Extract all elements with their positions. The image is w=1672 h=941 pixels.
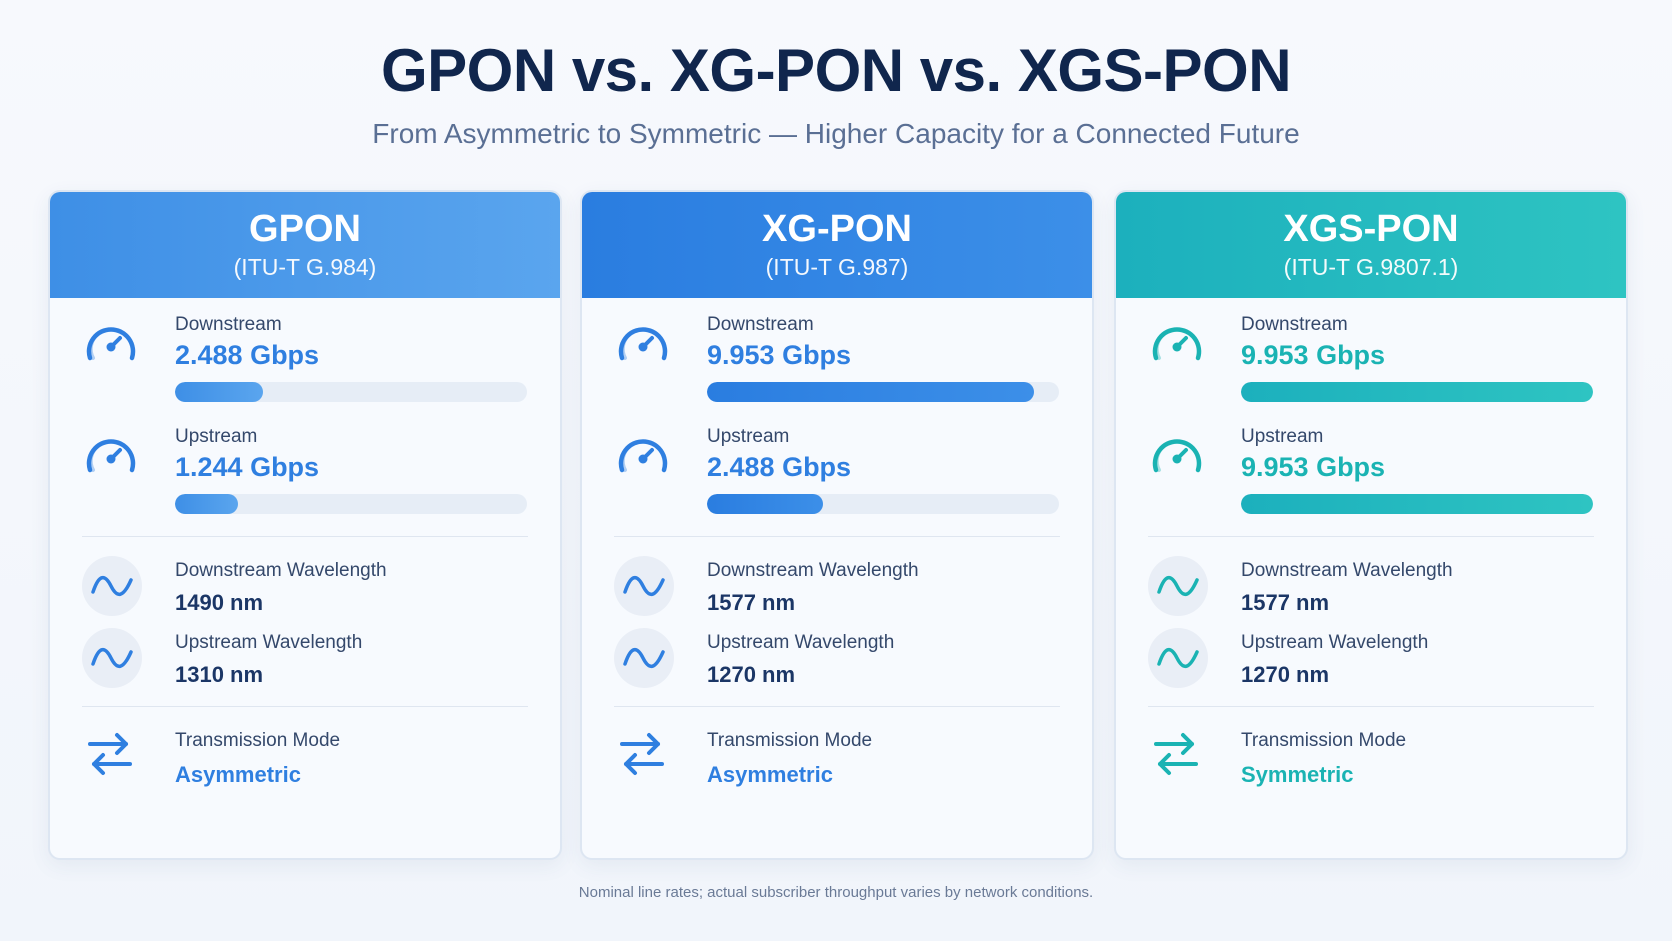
upstream-value: 1.244 Gbps — [175, 452, 320, 482]
transmission-mode-value: Symmetric — [1241, 762, 1354, 787]
card-xgs-pon: XGS-PON (ITU-T G.9807.1) Downstream 9.95… — [1114, 190, 1628, 860]
upstream-wavelength-label: Upstream Wavelength — [1241, 632, 1429, 653]
downstream-bar-fill — [707, 382, 1035, 402]
card-header: XGS-PON (ITU-T G.9807.1) — [1116, 192, 1626, 298]
card-xg-pon: XG-PON (ITU-T G.987) Downstream 9.953 Gb… — [580, 190, 1094, 860]
divider — [82, 536, 528, 537]
upstream-bar — [707, 494, 1059, 514]
page-subtitle: From Asymmetric to Symmetric — Higher Ca… — [372, 118, 1300, 149]
card-standard: (ITU-T G.9807.1) — [1283, 254, 1459, 280]
wave-icon — [82, 556, 142, 616]
arrows-exchange-icon — [1154, 733, 1198, 775]
downstream-wavelength-label: Downstream Wavelength — [707, 560, 919, 581]
downstream-wavelength-value: 1577 nm — [707, 590, 796, 615]
arrows-exchange-icon — [620, 733, 664, 775]
downstream-value: 9.953 Gbps — [707, 340, 852, 370]
upstream-label: Upstream — [175, 426, 258, 447]
downstream-wavelength-label: Downstream Wavelength — [1241, 560, 1453, 581]
card-gpon: GPON (ITU-T G.984) Downstream 2.488 Gbps… — [48, 190, 562, 860]
page-title: GPON vs. XG-PON vs. XGS-PON — [380, 37, 1292, 104]
downstream-value: 2.488 Gbps — [175, 340, 320, 370]
transmission-mode-label: Transmission Mode — [707, 730, 873, 751]
upstream-bar — [175, 494, 527, 514]
divider — [1148, 706, 1594, 707]
footnote: Nominal line rates; actual subscriber th… — [578, 884, 1094, 901]
transmission-mode-label: Transmission Mode — [175, 730, 341, 751]
downstream-label: Downstream — [175, 314, 282, 335]
downstream-value: 9.953 Gbps — [1241, 340, 1386, 370]
upstream-wavelength-label: Upstream Wavelength — [707, 632, 895, 653]
wave-icon — [82, 628, 142, 688]
speedometer-icon — [86, 327, 136, 361]
card-standard: (ITU-T G.984) — [233, 254, 377, 280]
speedometer-icon — [1152, 439, 1202, 473]
wave-icon — [614, 556, 674, 616]
downstream-label: Downstream — [1241, 314, 1348, 335]
upstream-wavelength-value: 1270 nm — [1241, 662, 1330, 687]
downstream-bar — [175, 382, 527, 402]
wave-icon — [614, 628, 674, 688]
speedometer-icon — [618, 439, 668, 473]
upstream-wavelength-value: 1310 nm — [175, 662, 264, 687]
downstream-label: Downstream — [707, 314, 814, 335]
upstream-value: 9.953 Gbps — [1241, 452, 1386, 482]
comparison-cards: GPON (ITU-T G.984) Downstream 2.488 Gbps… — [48, 190, 1628, 860]
upstream-value: 2.488 Gbps — [707, 452, 852, 482]
upstream-bar — [1241, 494, 1593, 514]
upstream-bar-fill — [175, 494, 239, 514]
card-standard: (ITU-T G.987) — [765, 254, 909, 280]
card-header: GPON (ITU-T G.984) — [50, 192, 560, 298]
card-title: GPON — [249, 208, 361, 250]
upstream-label: Upstream — [707, 426, 790, 447]
upstream-wavelength-label: Upstream Wavelength — [175, 632, 363, 653]
upstream-label: Upstream — [1241, 426, 1324, 447]
wave-icon — [1148, 556, 1208, 616]
upstream-bar-fill — [1241, 494, 1593, 514]
transmission-mode-label: Transmission Mode — [1241, 730, 1407, 751]
divider — [614, 706, 1060, 707]
transmission-mode-value: Asymmetric — [707, 762, 833, 787]
card-header: XG-PON (ITU-T G.987) — [582, 192, 1092, 298]
upstream-wavelength-value: 1270 nm — [707, 662, 796, 687]
card-title: XGS-PON — [1283, 208, 1459, 250]
downstream-bar — [707, 382, 1059, 402]
downstream-bar — [1241, 382, 1593, 402]
downstream-wavelength-value: 1490 nm — [175, 590, 264, 615]
divider — [1148, 536, 1594, 537]
downstream-wavelength-value: 1577 nm — [1241, 590, 1330, 615]
downstream-bar-fill — [175, 382, 263, 402]
transmission-mode-value: Asymmetric — [175, 762, 301, 787]
arrows-exchange-icon — [88, 733, 132, 775]
divider — [82, 706, 528, 707]
speedometer-icon — [86, 439, 136, 473]
speedometer-icon — [618, 327, 668, 361]
downstream-bar-fill — [1241, 382, 1593, 402]
divider — [614, 536, 1060, 537]
wave-icon — [1148, 628, 1208, 688]
speedometer-icon — [1152, 327, 1202, 361]
upstream-bar-fill — [707, 494, 824, 514]
card-title: XG-PON — [762, 208, 912, 250]
downstream-wavelength-label: Downstream Wavelength — [175, 560, 387, 581]
